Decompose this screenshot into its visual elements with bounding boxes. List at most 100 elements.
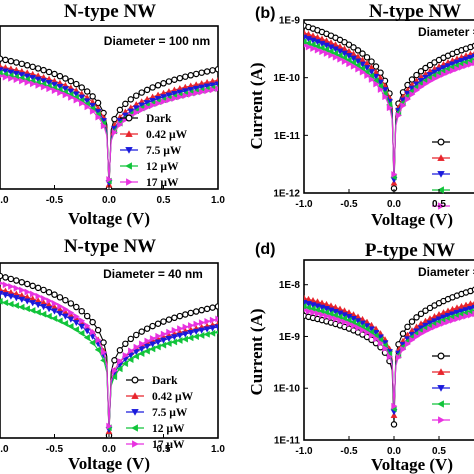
data-point [111, 367, 118, 375]
data-point [72, 319, 80, 327]
panel-d-x-ticks: -1.0-0.50.00.51.0 [295, 436, 446, 457]
data-point [445, 318, 452, 326]
data-point [422, 327, 430, 335]
data-point [390, 421, 398, 428]
data-point [350, 44, 357, 51]
data-point [29, 282, 36, 290]
legend-marker [437, 400, 444, 408]
legend-marker [437, 186, 444, 194]
data-point [413, 314, 420, 321]
data-point [399, 330, 407, 337]
legend-label: 0.42 µW [152, 391, 194, 403]
data-point [400, 345, 407, 353]
x-tick-label: -1.0 [295, 199, 313, 210]
data-point [40, 83, 48, 91]
panel-c: N-type NW Diameter = 40 nm Dark 0.42 µW 7.… [0, 236, 225, 473]
panel-a-plot-frame [0, 25, 219, 190]
data-point [12, 302, 20, 310]
data-point [319, 311, 326, 319]
data-point [209, 304, 216, 311]
data-point [95, 336, 102, 344]
data-point [61, 313, 69, 320]
data-point [471, 300, 474, 306]
data-point [24, 78, 31, 86]
data-point [363, 323, 371, 330]
data-point [368, 69, 375, 76]
data-point [12, 295, 20, 302]
panel-c-x-axis-label: Voltage (V) [68, 454, 150, 473]
data-point [413, 333, 421, 341]
data-point [57, 302, 64, 310]
data-point [2, 292, 9, 299]
data-point [133, 331, 140, 339]
data-point [13, 277, 20, 284]
x-tick-label: -1.0 [0, 444, 9, 455]
data-point [40, 310, 47, 318]
data-point [100, 348, 108, 356]
data-point [354, 61, 361, 69]
data-point [332, 46, 339, 53]
data-point [78, 94, 86, 101]
data-point [13, 76, 20, 84]
data-point [8, 74, 15, 82]
data-point [331, 49, 339, 57]
data-point [111, 115, 118, 123]
legend-marker [125, 162, 132, 170]
data-point [51, 87, 59, 95]
data-point [422, 80, 430, 88]
legend-marker [126, 178, 133, 186]
legend-marker [438, 202, 445, 210]
panel-d-diameter-annotation: Diameter = [418, 265, 474, 279]
data-point [471, 58, 474, 61]
data-point [337, 55, 344, 63]
data-point [46, 85, 53, 93]
data-point [62, 91, 69, 99]
data-point [304, 29, 308, 36]
panel-d-y-ticks: 1E-8 1E-9 1E-10 1E-11 [273, 280, 308, 447]
data-point [377, 79, 384, 86]
data-point [79, 99, 86, 107]
data-point [304, 43, 308, 48]
data-point [198, 69, 205, 76]
data-point [106, 175, 113, 183]
data-point [203, 326, 211, 333]
legend-marker [131, 392, 139, 399]
data-point [305, 307, 313, 315]
y-tick-label: 1E-12 [273, 189, 300, 200]
data-point [62, 75, 69, 82]
data-point [133, 109, 140, 117]
data-point [51, 308, 58, 315]
data-point [7, 300, 14, 308]
data-point [395, 111, 403, 119]
x-tick-label: 1.0 [211, 444, 225, 455]
data-point [382, 344, 389, 352]
data-point [0, 286, 4, 293]
data-point [322, 46, 330, 54]
data-point [363, 54, 371, 61]
data-point [203, 305, 211, 313]
data-point [122, 352, 129, 359]
legend-marker [438, 416, 445, 424]
data-point [327, 48, 334, 55]
legend-marker [125, 114, 133, 122]
data-point [7, 57, 15, 65]
data-point [18, 72, 26, 79]
data-point [192, 333, 199, 341]
data-point [18, 303, 25, 311]
data-point [50, 315, 58, 322]
data-point [354, 58, 362, 65]
data-point [40, 286, 47, 294]
data-point [40, 294, 48, 302]
data-point [165, 78, 173, 85]
data-point [127, 356, 134, 364]
data-point [18, 60, 26, 68]
data-point [45, 80, 53, 87]
data-point [170, 338, 178, 346]
data-point [34, 284, 42, 292]
data-point [318, 307, 325, 315]
data-point [73, 303, 80, 311]
data-point [100, 339, 107, 346]
data-point [89, 333, 97, 340]
data-point [72, 91, 80, 98]
data-point [149, 101, 157, 109]
